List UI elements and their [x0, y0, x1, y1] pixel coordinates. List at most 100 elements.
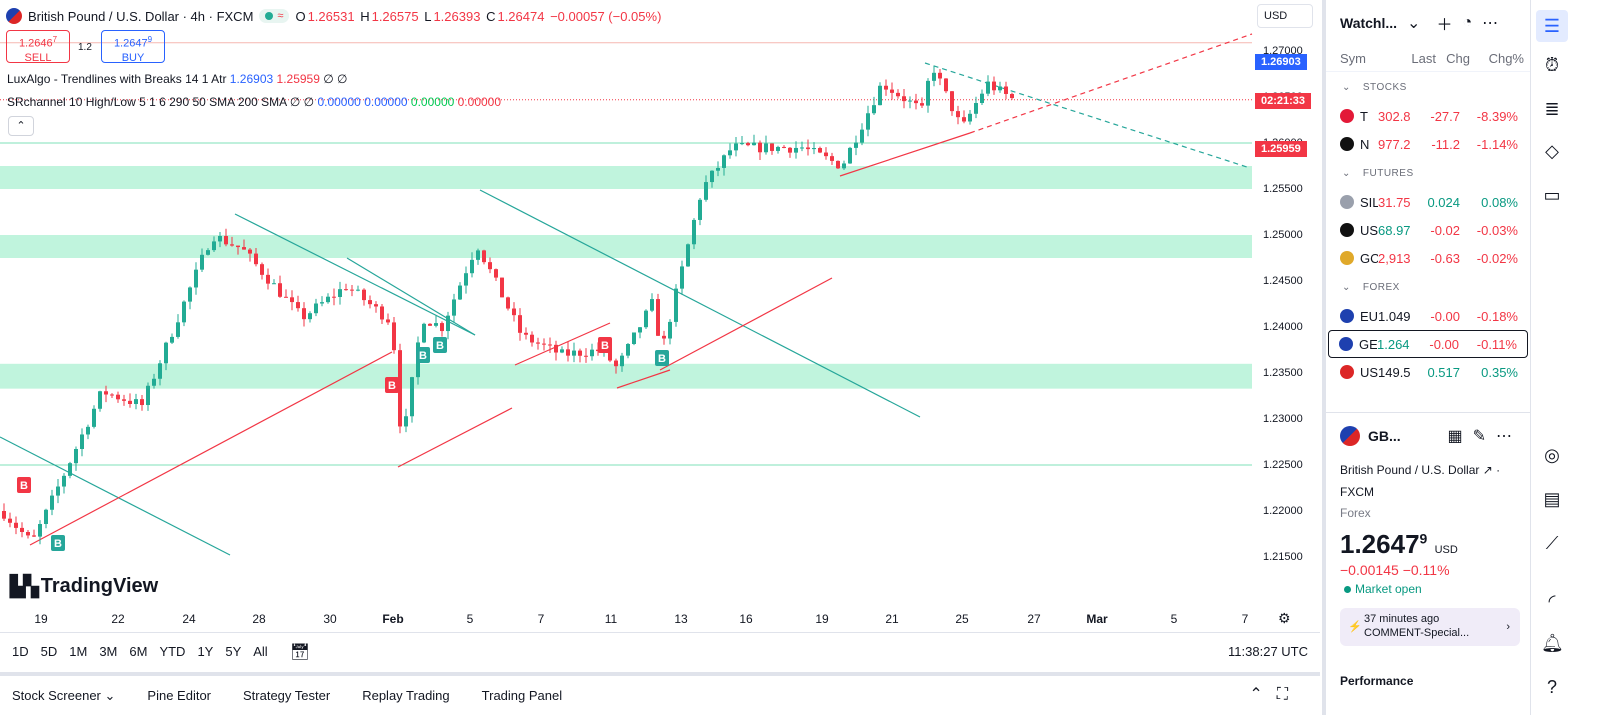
details-change: −0.00145 −0.11% [1326, 562, 1530, 578]
col-sym[interactable]: Sym [1340, 51, 1366, 66]
details-symbol[interactable]: GB... [1368, 428, 1401, 444]
calendar-goto-icon[interactable]: 📅︎ [289, 643, 311, 661]
sr-zone [0, 235, 1252, 258]
range-ytd[interactable]: YTD [159, 644, 186, 659]
maximize-panel-icon[interactable]: ⛶ [1276, 686, 1302, 703]
notifications-bell-icon[interactable]: 🔔︎ [1541, 633, 1564, 653]
section-stocks[interactable]: ⌄ STOCKS [1326, 72, 1530, 102]
range-all[interactable]: All [253, 644, 268, 659]
range-6m[interactable]: 6M [129, 644, 148, 659]
range-1m[interactable]: 1M [69, 644, 88, 659]
break-signal-label: B [54, 538, 62, 550]
break-signal-badge [416, 347, 430, 363]
col-chg[interactable]: Chg [1446, 51, 1470, 66]
add-symbol-icon[interactable]: ＋ [1436, 17, 1453, 34]
broadcast-icon[interactable]: ◜ [1548, 591, 1556, 611]
candle-body [638, 327, 642, 333]
external-link-icon[interactable]: ↗ [1482, 463, 1493, 477]
utc-clock[interactable]: 11:38:27 UTC [1228, 644, 1308, 659]
currency-selector[interactable]: USD [1257, 4, 1313, 28]
watchlist-row[interactable]: GC 2,913 -0.63 -0.02% [1326, 244, 1530, 272]
close-label: C [486, 8, 496, 24]
alerts-clock-icon[interactable]: ⏰︎ [1544, 55, 1560, 75]
watchlist-row[interactable]: EU 1.049 -0.00 -0.18% [1326, 302, 1530, 330]
row-chg: -0.02 [1430, 222, 1460, 238]
candle-body [272, 283, 276, 285]
watchlist-row[interactable]: N 977.2 -11.2 -1.14% [1326, 130, 1530, 158]
row-chg: -0.00 [1429, 336, 1459, 352]
collapse-legend-chevron-up-icon[interactable]: ⌃ [8, 116, 34, 136]
more-options-icon[interactable]: ⋯ [1482, 15, 1499, 32]
x-tick-label: 7 [1241, 612, 1249, 626]
chart-settings-gear-icon[interactable]: ⚙ [1278, 610, 1291, 626]
tradingview-logo[interactable]: ▙▚ TradingView [10, 574, 158, 599]
x-tick-label: 7 [537, 612, 545, 626]
market-status-pill[interactable]: ≈ [259, 9, 290, 23]
close-value: 1.26474 [497, 8, 545, 24]
srchannel-legend[interactable]: SRchannel 10 High/Low 5 1 6 290 50 SMA 2… [7, 95, 501, 109]
sell-button[interactable]: 1.26467 SELL [6, 30, 70, 64]
candle-body [356, 289, 360, 291]
srchannel-value-2: 0.00000 [364, 95, 408, 109]
target-icon[interactable]: ◎ [1544, 445, 1560, 465]
candle-body [986, 81, 990, 94]
tab-pine-editor[interactable]: Pine Editor [147, 688, 211, 703]
watchlist-row[interactable]: US 149.5 0.517 0.35% [1326, 358, 1530, 386]
pine-chart-icon[interactable]: ⟋ [1545, 533, 1559, 553]
help-icon[interactable]: ? [1546, 677, 1557, 697]
row-chg: 0.517 [1427, 364, 1460, 380]
luxalgo-legend[interactable]: LuxAlgo - Trendlines with Breaks 14 1 At… [7, 72, 348, 86]
details-type: Forex [1340, 506, 1371, 520]
edit-icon[interactable]: ✎ [1472, 428, 1496, 445]
watchlist-header: Watchl... ⌄ ＋ ◔ ⋯ [1326, 0, 1530, 46]
watchlist-icon[interactable]: ☰ [1536, 10, 1568, 42]
range-1d[interactable]: 1D [12, 644, 29, 659]
tab-trading-panel[interactable]: Trading Panel [481, 688, 563, 703]
symbol-title[interactable]: British Pound / U.S. Dollar · 4h · FXCM [28, 8, 254, 24]
symbol-logo-icon [1340, 137, 1354, 151]
performance-heading[interactable]: Performance [1340, 674, 1414, 688]
candle-body [734, 143, 738, 151]
advanced-view-icon[interactable]: ◔ [1462, 14, 1473, 31]
watchlist-title[interactable]: Watchl... [1340, 15, 1398, 31]
tab-replay-trading[interactable]: Replay Trading [362, 688, 450, 703]
range-5d[interactable]: 5D [40, 644, 58, 659]
expand-panel-chevron-up-icon[interactable]: ⌃ [1249, 686, 1277, 703]
layers-icon[interactable]: ◇ [1545, 141, 1559, 161]
section-forex[interactable]: ⌄ FOREX [1326, 272, 1530, 302]
calendar-icon[interactable]: ▤ [1543, 489, 1561, 509]
object-tree-icon[interactable]: ≣ [1544, 99, 1560, 119]
more-options-icon[interactable]: ⋯ [1496, 428, 1522, 445]
candle-body [236, 245, 240, 248]
chat-icon[interactable]: ▭ [1543, 185, 1561, 205]
x-tick-label: 25 [955, 612, 969, 626]
watchlist-row[interactable]: US 68.97 -0.02 -0.03% [1326, 216, 1530, 244]
range-1y[interactable]: 1Y [197, 644, 214, 659]
candle-body [368, 300, 372, 305]
layout-grid-icon[interactable]: ▦ [1447, 428, 1473, 445]
srchannel-name: SRchannel 10 High/Low 5 1 6 290 50 SMA 2… [7, 95, 287, 109]
candle-body [854, 142, 858, 148]
candle-body [224, 236, 228, 245]
trendline [234, 213, 476, 336]
tab-stock-screener[interactable]: Stock Screener ⌄ [12, 688, 115, 704]
details-name-text[interactable]: British Pound / U.S. Dollar [1340, 463, 1480, 477]
col-last[interactable]: Last [1411, 51, 1436, 66]
candle-body [86, 426, 90, 435]
section-futures[interactable]: ⌄ FUTURES [1326, 158, 1530, 188]
watchlist-row[interactable]: T 302.8 -27.7 -8.39% [1326, 102, 1530, 130]
watchlist-row[interactable]: GE 1.264 -0.00 -0.11% [1328, 330, 1528, 358]
watchlist-row[interactable]: SIL 31.75 0.024 0.08% [1326, 188, 1530, 216]
sell-price: 1.2646 [18, 37, 53, 50]
range-3m[interactable]: 3M [99, 644, 118, 659]
range-5y[interactable]: 5Y [225, 644, 242, 659]
col-chg-pct[interactable]: Chg% [1488, 51, 1524, 66]
buy-button[interactable]: 1.26479 BUY [101, 30, 165, 64]
news-card[interactable]: ⚡ 37 minutes ago COMMENT-Special... › [1340, 608, 1520, 646]
chevron-down-icon[interactable]: ⌄ [1407, 15, 1421, 32]
candle-body [950, 91, 954, 112]
tab-strategy-tester[interactable]: Strategy Tester [243, 688, 331, 703]
candle-body [80, 434, 84, 449]
